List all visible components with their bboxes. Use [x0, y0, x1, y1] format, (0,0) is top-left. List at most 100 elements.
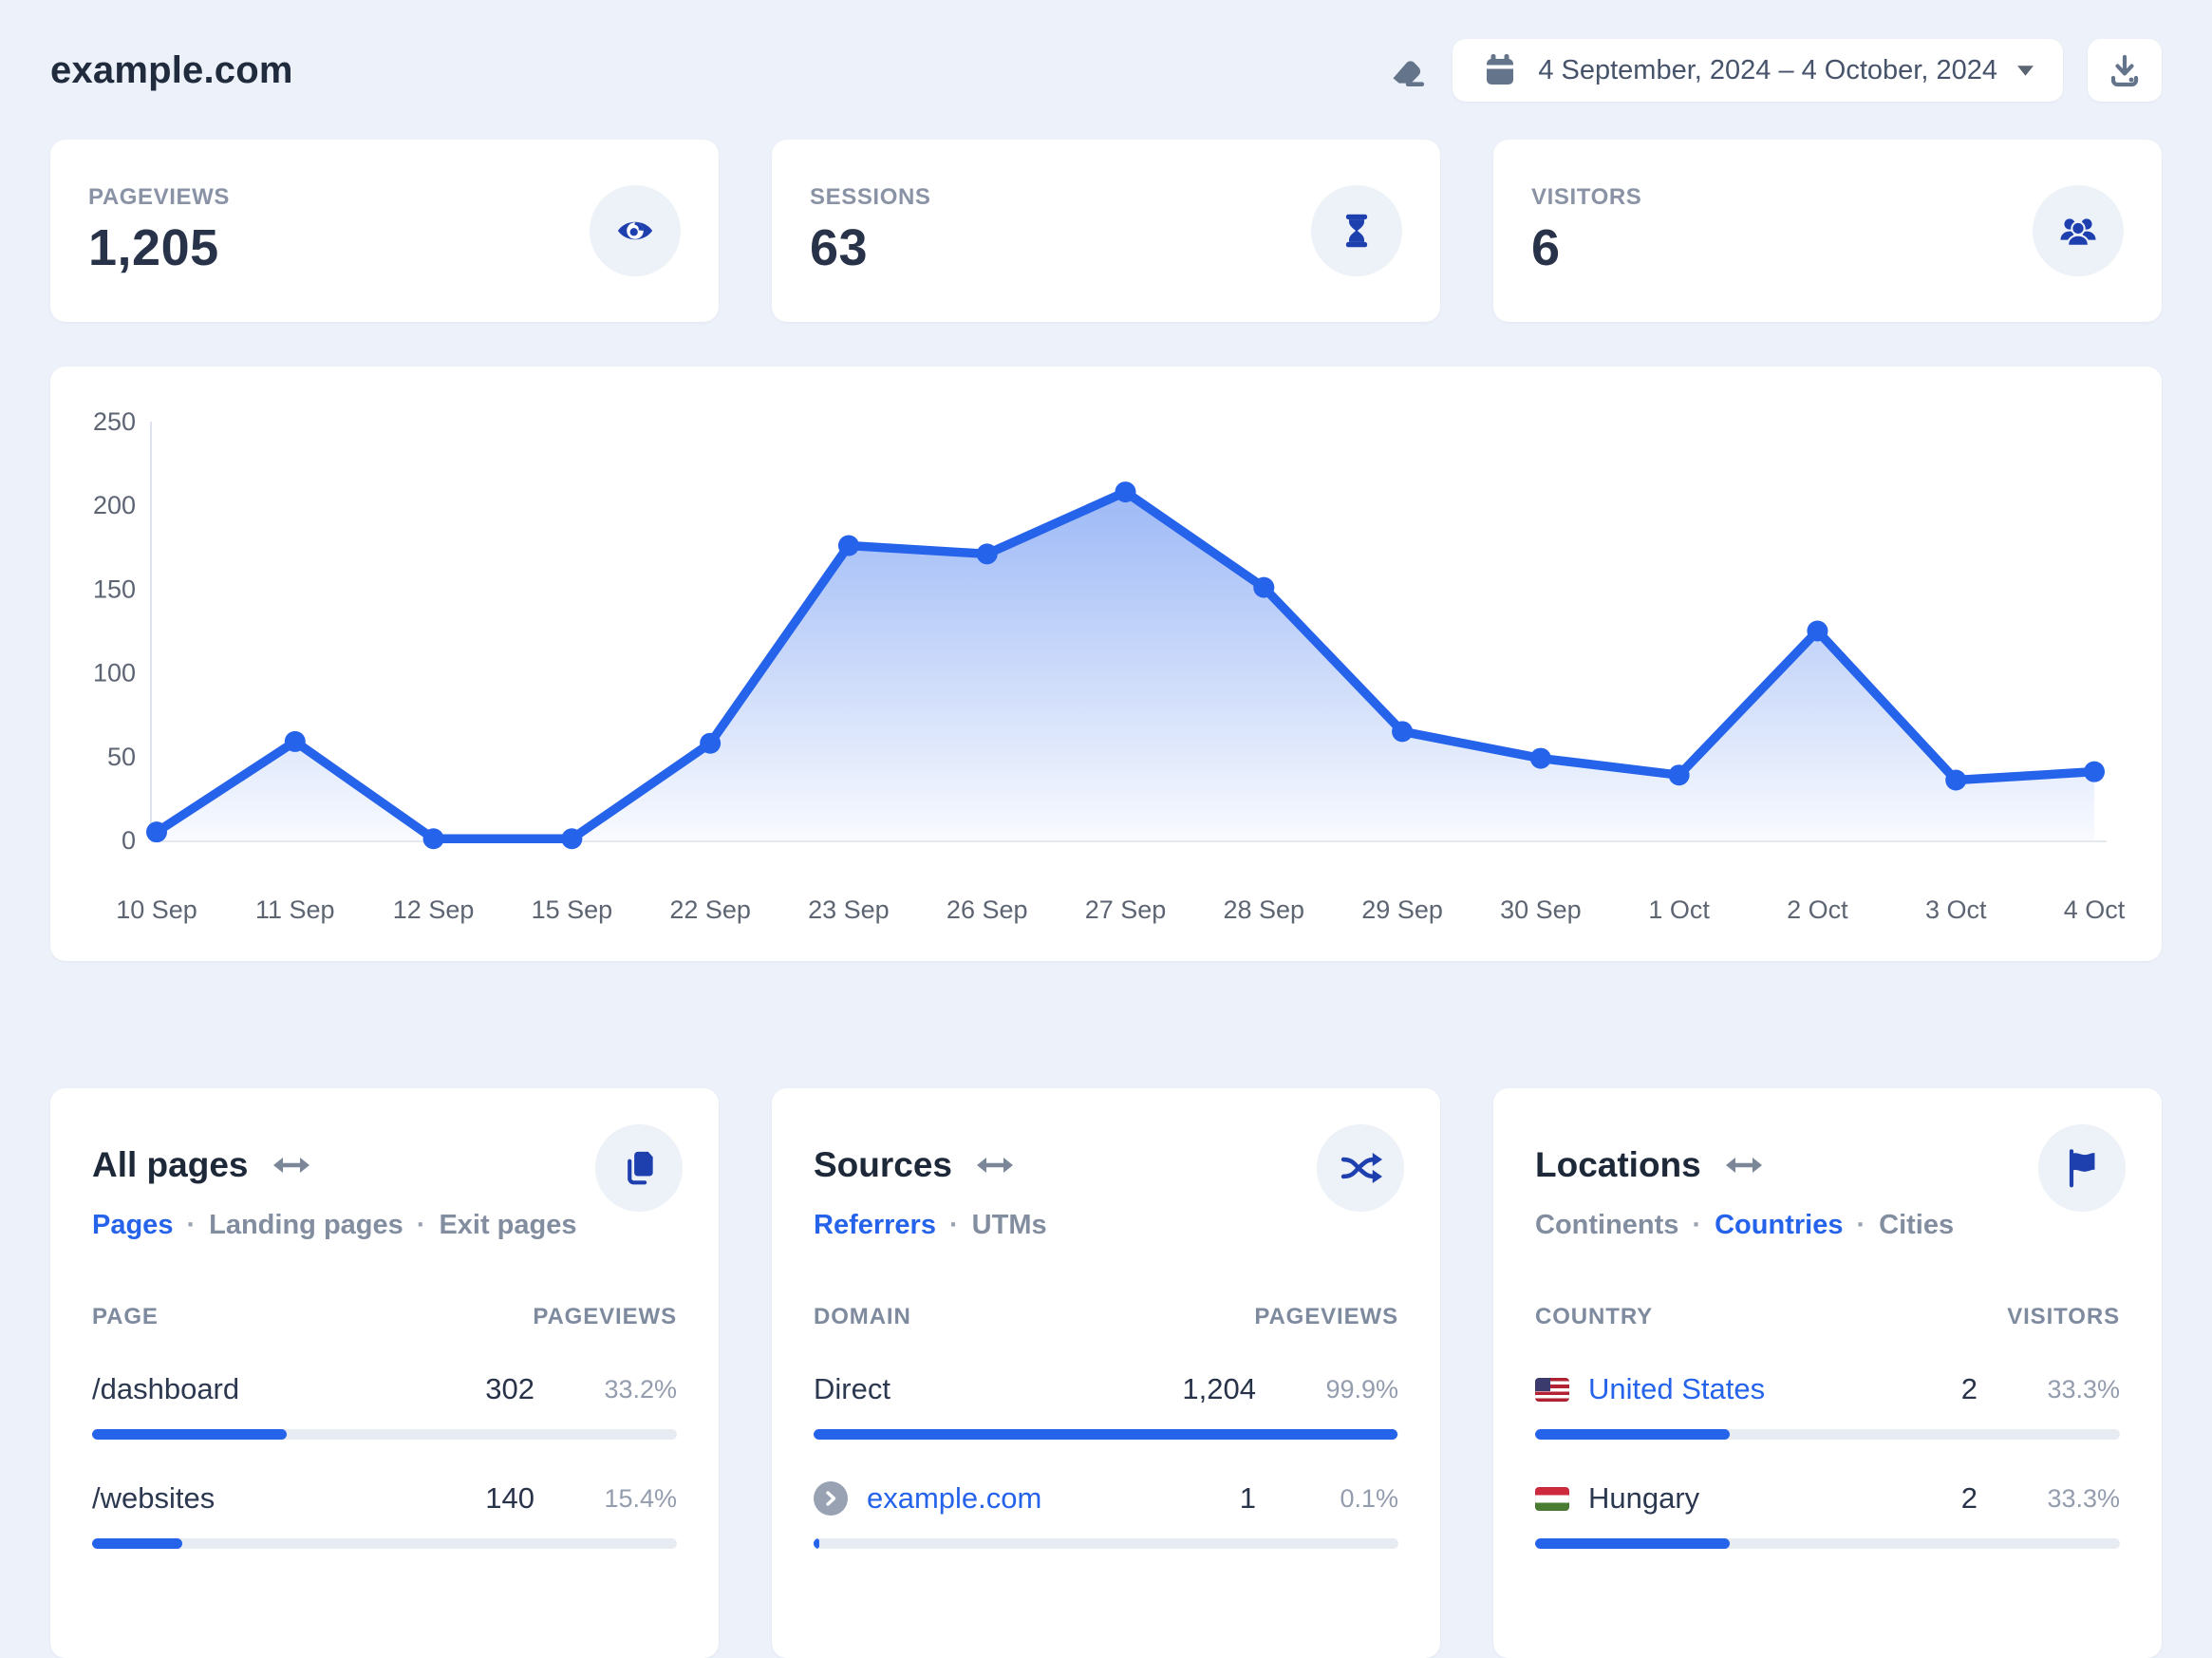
tab-continents[interactable]: Continents — [1535, 1210, 1679, 1240]
progress-bar — [814, 1429, 1398, 1440]
stat-value: 63 — [810, 219, 869, 276]
svg-text:3 Oct: 3 Oct — [1925, 895, 1987, 924]
locations-panel-button[interactable] — [2038, 1124, 2126, 1212]
row-value: 140 — [485, 1481, 534, 1515]
svg-text:1 Oct: 1 Oct — [1648, 895, 1710, 924]
calendar-icon — [1481, 51, 1519, 89]
svg-text:200: 200 — [93, 491, 136, 519]
column-header-pageviews: PAGEVIEWS — [533, 1304, 677, 1329]
table-row[interactable]: example.com 1 0.1% — [814, 1481, 1398, 1549]
row-value: 2 — [1960, 1372, 1978, 1405]
tab-pages[interactable]: Pages — [92, 1210, 174, 1240]
progress-bar — [1535, 1429, 2120, 1440]
stat-label: SESSIONS — [810, 184, 931, 210]
clear-filters-button[interactable] — [1382, 47, 1428, 93]
row-value: 1 — [1239, 1481, 1256, 1515]
tab-referrers[interactable]: Referrers — [814, 1210, 936, 1240]
row-percent: 99.9% — [1325, 1374, 1398, 1404]
panel-title: Sources — [814, 1145, 953, 1184]
svg-text:4 Oct: 4 Oct — [2064, 895, 2126, 924]
row-value: 302 — [485, 1372, 534, 1405]
hungary-flag-icon — [1535, 1486, 1569, 1511]
source-domain[interactable]: Direct — [814, 1372, 890, 1405]
table-row[interactable]: /dashboard 302 33.2% — [92, 1372, 677, 1440]
pages-panel-button[interactable] — [595, 1124, 683, 1212]
progress-bar — [814, 1538, 1398, 1549]
svg-text:28 Sep: 28 Sep — [1223, 895, 1304, 924]
hourglass-icon — [1311, 185, 1402, 276]
stat-value: 1,205 — [88, 219, 219, 276]
column-header-visitors: VISITORS — [2007, 1304, 2120, 1329]
source-domain-link[interactable]: example.com — [814, 1481, 1240, 1516]
topbar: example.com — [50, 39, 2162, 102]
row-percent: 33.2% — [604, 1374, 677, 1404]
panel-sources: Sources Referrers · UTMs — [772, 1088, 1440, 1658]
svg-text:2 Oct: 2 Oct — [1787, 895, 1848, 924]
svg-text:26 Sep: 26 Sep — [947, 895, 1028, 924]
column-header-pageviews: PAGEVIEWS — [1254, 1304, 1398, 1329]
stat-label: VISITORS — [1531, 184, 1642, 210]
users-icon — [2033, 185, 2124, 276]
stat-card-visitors: VISITORS 6 — [1493, 140, 2162, 322]
row-value: 2 — [1960, 1481, 1978, 1515]
swap-horizontal-icon[interactable] — [977, 1156, 1014, 1175]
svg-text:27 Sep: 27 Sep — [1085, 895, 1167, 924]
panel-title: Locations — [1535, 1145, 1701, 1184]
table-row[interactable]: United States 2 33.3% — [1535, 1372, 2120, 1440]
svg-text:30 Sep: 30 Sep — [1500, 895, 1582, 924]
flag-icon — [2061, 1147, 2103, 1189]
tab-countries[interactable]: Countries — [1715, 1210, 1844, 1240]
date-range-label: 4 September, 2024 – 4 October, 2024 — [1538, 54, 1997, 85]
swap-horizontal-icon[interactable] — [272, 1156, 309, 1175]
copy-icon — [618, 1147, 660, 1189]
page-path[interactable]: /websites — [92, 1481, 216, 1515]
shuffle-icon — [1339, 1146, 1382, 1190]
svg-text:50: 50 — [107, 743, 136, 771]
pageviews-trend-chart[interactable]: 0 50 100 150 200 250 10 Sep 11 Sep 12 Sep 15 Sep 2… — [50, 367, 2162, 961]
breakdown-panels: All pages Pages · Landing pages · Exi — [50, 1088, 2162, 1658]
svg-text:100: 100 — [93, 659, 136, 688]
progress-bar — [92, 1429, 677, 1440]
column-header-page: PAGE — [92, 1304, 159, 1329]
svg-text:23 Sep: 23 Sep — [808, 895, 890, 924]
stat-label: PAGEVIEWS — [88, 184, 230, 210]
us-flag-icon — [1535, 1377, 1569, 1402]
area-chart: 0 50 100 150 200 250 10 Sep 11 Sep 12 Sep 15 Sep 2… — [93, 407, 2126, 924]
svg-text:11 Sep: 11 Sep — [255, 895, 335, 924]
export-download-button[interactable] — [2088, 39, 2162, 102]
row-percent: 33.3% — [2047, 1374, 2120, 1404]
panel-all-pages: All pages Pages · Landing pages · Exi — [50, 1088, 719, 1658]
table-row[interactable]: Hungary 2 33.3% — [1535, 1481, 2120, 1549]
tab-utms[interactable]: UTMs — [971, 1210, 1047, 1240]
analytics-dashboard: example.com — [0, 39, 2212, 1658]
caret-down-icon — [2016, 65, 2034, 77]
svg-text:150: 150 — [93, 575, 136, 603]
country-link[interactable]: United States — [1535, 1372, 1961, 1406]
date-range-picker[interactable]: 4 September, 2024 – 4 October, 2024 — [1453, 39, 2063, 102]
pages-tabs: Pages · Landing pages · Exit pages — [92, 1210, 577, 1240]
row-value: 1,204 — [1182, 1372, 1256, 1405]
progress-bar — [92, 1538, 677, 1549]
column-header-country: COUNTRY — [1535, 1304, 1654, 1329]
table-row[interactable]: /websites 140 15.4% — [92, 1481, 677, 1549]
table-row[interactable]: Direct 1,204 99.9% — [814, 1372, 1398, 1440]
swap-horizontal-icon[interactable] — [1725, 1156, 1762, 1175]
chevron-right-circle-icon — [814, 1481, 848, 1516]
locations-tabs: Continents · Countries · Cities — [1535, 1210, 1955, 1240]
page-title: example.com — [50, 48, 293, 91]
page-path[interactable]: /dashboard — [92, 1372, 240, 1405]
row-percent: 0.1% — [1340, 1483, 1398, 1513]
sources-panel-button[interactable] — [1317, 1124, 1404, 1212]
eye-icon — [590, 185, 681, 276]
stat-card-pageviews: PAGEVIEWS 1,205 — [50, 140, 719, 322]
panel-locations: Locations Continents · Countries · Ci — [1493, 1088, 2162, 1658]
svg-text:250: 250 — [93, 407, 136, 436]
tab-exit-pages[interactable]: Exit pages — [439, 1210, 577, 1240]
tab-cities[interactable]: Cities — [1879, 1210, 1955, 1240]
tab-landing-pages[interactable]: Landing pages — [209, 1210, 403, 1240]
country-label[interactable]: Hungary — [1535, 1481, 1961, 1516]
row-percent: 15.4% — [604, 1483, 677, 1513]
svg-text:15 Sep: 15 Sep — [532, 895, 613, 924]
stats-row: PAGEVIEWS 1,205 SESSIONS 63 — [50, 140, 2162, 322]
topbar-actions: 4 September, 2024 – 4 October, 2024 — [1382, 39, 2162, 102]
